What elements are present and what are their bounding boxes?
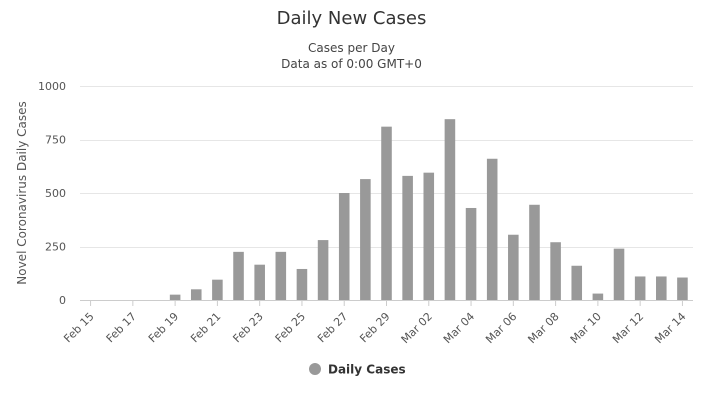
x-tick-label: Mar 08 bbox=[525, 310, 561, 346]
bar-series bbox=[169, 119, 688, 300]
x-tick-label: Mar 06 bbox=[483, 310, 519, 346]
bar[interactable] bbox=[338, 193, 350, 300]
bar[interactable] bbox=[656, 276, 667, 300]
bar[interactable] bbox=[275, 251, 287, 300]
x-tick-label: Feb 15 bbox=[61, 310, 96, 345]
y-axis-ticks: 0 250 500 750 1000 bbox=[38, 80, 66, 307]
legend-label[interactable]: Daily Cases bbox=[328, 363, 406, 377]
bar[interactable] bbox=[550, 242, 561, 300]
x-tick-label: Mar 14 bbox=[652, 310, 688, 346]
chart-subtitle-line-1: Cases per Day bbox=[308, 41, 395, 55]
bar[interactable] bbox=[402, 175, 413, 300]
bar[interactable] bbox=[508, 234, 519, 300]
x-tick-label: Feb 23 bbox=[230, 310, 265, 345]
bar[interactable] bbox=[190, 289, 202, 300]
bar[interactable] bbox=[529, 204, 540, 300]
bar[interactable] bbox=[465, 207, 477, 300]
y-tick-label: 0 bbox=[59, 294, 66, 307]
bar[interactable] bbox=[571, 265, 583, 300]
x-tick-label: Feb 29 bbox=[357, 310, 392, 345]
bar[interactable] bbox=[233, 251, 244, 300]
bar[interactable] bbox=[254, 264, 265, 300]
x-tick-label: Feb 27 bbox=[315, 310, 350, 345]
bar[interactable] bbox=[296, 268, 308, 300]
x-tick-label: Feb 21 bbox=[188, 310, 223, 345]
legend-marker bbox=[309, 363, 321, 375]
bar[interactable] bbox=[317, 240, 329, 300]
x-tick-label: Mar 02 bbox=[399, 310, 435, 346]
x-axis-ticks: Feb 15 Feb 17 Feb 19 Feb 21 Feb 23 Feb 25 Feb … bbox=[61, 300, 689, 346]
x-tick-label: Feb 17 bbox=[104, 310, 139, 345]
x-tick-label: Mar 10 bbox=[568, 310, 604, 346]
chart-title: Daily New Cases bbox=[277, 8, 427, 29]
x-tick-label: Mar 12 bbox=[610, 310, 646, 346]
x-tick-label: Feb 19 bbox=[146, 310, 181, 345]
y-tick-label: 750 bbox=[45, 134, 66, 147]
y-tick-label: 500 bbox=[45, 187, 66, 200]
y-axis-title: Novel Coronavirus Daily Cases bbox=[15, 101, 29, 284]
bar[interactable] bbox=[169, 294, 181, 300]
x-tick-label: Mar 04 bbox=[441, 310, 477, 346]
bar[interactable] bbox=[444, 119, 456, 300]
bar[interactable] bbox=[381, 126, 392, 300]
x-tick-label: Feb 25 bbox=[273, 310, 308, 345]
y-tick-label: 1000 bbox=[38, 80, 66, 93]
bar[interactable] bbox=[634, 276, 646, 300]
bar[interactable] bbox=[212, 279, 223, 300]
chart-subtitle-line-2: Data as of 0:00 GMT+0 bbox=[281, 57, 422, 71]
bar[interactable] bbox=[592, 293, 604, 300]
bar[interactable] bbox=[613, 248, 625, 300]
legend[interactable]: Daily Cases bbox=[309, 363, 406, 377]
bar[interactable] bbox=[486, 158, 498, 300]
bar[interactable] bbox=[677, 277, 688, 300]
bar[interactable] bbox=[360, 179, 371, 300]
bar[interactable] bbox=[423, 172, 435, 300]
y-tick-label: 250 bbox=[45, 241, 66, 254]
